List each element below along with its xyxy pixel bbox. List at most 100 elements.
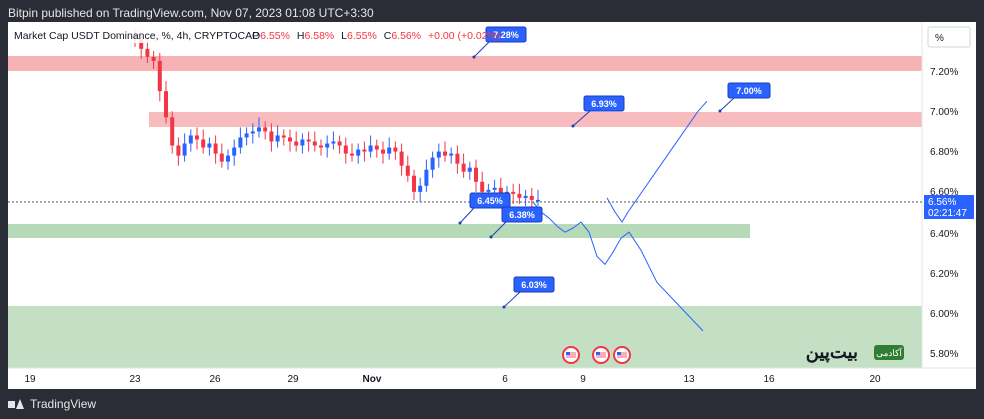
- candle-body: [312, 141, 317, 146]
- time-tick: 19: [24, 374, 36, 385]
- candle-body: [238, 137, 243, 148]
- price-tick: 6.80%: [930, 147, 958, 158]
- callout-638-label: 6.38%: [509, 210, 535, 220]
- candle-body: [356, 149, 361, 156]
- legend-symbol: Market Cap USDT Dominance, %, 4h, CRYPTO…: [14, 30, 259, 42]
- candle-body: [257, 127, 261, 132]
- us-flag-icon[interactable]: [592, 346, 610, 364]
- candle-body: [374, 145, 379, 150]
- candle-body: [232, 147, 237, 156]
- callout-645-label: 6.45%: [477, 196, 503, 206]
- candle-body: [188, 135, 193, 144]
- candle-body: [343, 145, 348, 154]
- callout-700[interactable]: 7.00%: [718, 82, 771, 113]
- callout-693-label: 6.93%: [591, 99, 617, 109]
- chart-canvas[interactable]: 7.28% 6.93% 7.00% 6.45%: [8, 22, 976, 389]
- candle-body: [436, 151, 441, 158]
- candle-body: [145, 48, 150, 57]
- candle-body: [511, 191, 516, 194]
- candle-body: [467, 167, 472, 172]
- callout-603[interactable]: 6.03%: [502, 276, 555, 309]
- time-tick: Nov: [363, 374, 382, 385]
- candle-body: [368, 145, 373, 152]
- candle-body: [294, 141, 299, 146]
- support-zone-upper: [8, 224, 750, 238]
- candle-body: [164, 91, 168, 118]
- candle-body: [250, 131, 255, 134]
- publish-info: Bitpin published on TradingView.com, Nov…: [8, 6, 374, 20]
- candle-body: [269, 131, 274, 142]
- callout-728-label: 7.28%: [493, 30, 519, 40]
- price-tick: 6.20%: [930, 269, 958, 280]
- time-axis[interactable]: 19 23 26 29 Nov 6 9 13 16 20: [24, 374, 881, 385]
- candle-body: [405, 165, 410, 176]
- candle-body: [480, 181, 485, 192]
- candle-body: [517, 193, 522, 198]
- callout-693[interactable]: 6.93%: [571, 95, 625, 128]
- callout-638[interactable]: 6.38%: [489, 206, 543, 239]
- candle-body: [306, 139, 311, 142]
- callout-603-label: 6.03%: [521, 280, 547, 290]
- current-price-label: 6.56%: [928, 197, 956, 208]
- candle-body: [393, 147, 398, 152]
- callout-700-label: 7.00%: [736, 86, 762, 96]
- callout-728[interactable]: 7.28%: [472, 26, 527, 59]
- candle-body: [176, 145, 181, 156]
- candle-body: [151, 56, 156, 61]
- price-tick: 6.00%: [930, 309, 958, 320]
- candle-body: [207, 143, 212, 148]
- candle-body: [498, 187, 503, 196]
- legend-ohlc: O6.55% H6.58% L6.55% C6.56% +0.00 (+0.02…: [252, 30, 500, 42]
- time-tick: 26: [209, 374, 221, 385]
- countdown-label: 02:21:47: [928, 208, 967, 219]
- projection-path-down: [532, 201, 704, 332]
- candle-body: [381, 149, 385, 154]
- candle-body: [319, 145, 323, 148]
- resistance-zone-upper: [8, 56, 922, 71]
- candle-body: [529, 195, 534, 200]
- current-price-badge: [924, 195, 974, 219]
- unit-button[interactable]: [927, 26, 971, 48]
- us-flag-icon[interactable]: [562, 346, 580, 364]
- price-axis[interactable]: % 7.20% 7.00% 6.80% 6.60% 6.40% 6.20% 6.…: [924, 26, 974, 360]
- bitpin-watermark: بیت‌پین آکادمی: [806, 342, 904, 363]
- watermark-badge: [874, 345, 904, 360]
- candle-body: [300, 139, 305, 146]
- price-tick: 5.80%: [930, 349, 958, 360]
- price-tick: 6.40%: [930, 229, 958, 240]
- price-tick: 7.20%: [930, 67, 958, 78]
- candle-body: [201, 139, 206, 148]
- time-tick: 6: [502, 374, 508, 385]
- footer-brand: TradingView: [30, 397, 97, 411]
- candle-body: [263, 127, 268, 132]
- time-tick: 9: [580, 374, 586, 385]
- candle-body: [387, 147, 392, 154]
- candles: [133, 28, 540, 210]
- support-zone-lower: [8, 306, 922, 368]
- candle-body: [244, 133, 249, 138]
- candle-body: [443, 151, 447, 156]
- price-chart[interactable]: 7.28% 6.93% 7.00% 6.45%: [8, 22, 976, 389]
- candle-body: [536, 199, 540, 202]
- us-flag-icon[interactable]: [613, 346, 631, 364]
- us-event-flags[interactable]: [562, 346, 631, 364]
- callout-645[interactable]: 6.45%: [458, 192, 511, 225]
- candle-body: [350, 153, 354, 156]
- candle-body: [399, 151, 404, 166]
- candle-body: [139, 38, 144, 49]
- candle-body: [523, 195, 528, 198]
- candle-body: [430, 157, 435, 170]
- candle-body: [219, 153, 224, 162]
- candle-body: [325, 143, 330, 148]
- candle-body: [195, 135, 199, 140]
- candle-body: [412, 175, 416, 192]
- time-tick: 23: [129, 374, 141, 385]
- price-tick: 7.00%: [930, 107, 958, 118]
- candle-body: [182, 143, 187, 156]
- candle-body: [449, 153, 454, 156]
- price-tick: 6.60%: [930, 187, 958, 198]
- candle-body: [226, 155, 230, 162]
- footer: TradingView: [8, 397, 96, 411]
- projection-path-up: [606, 100, 708, 223]
